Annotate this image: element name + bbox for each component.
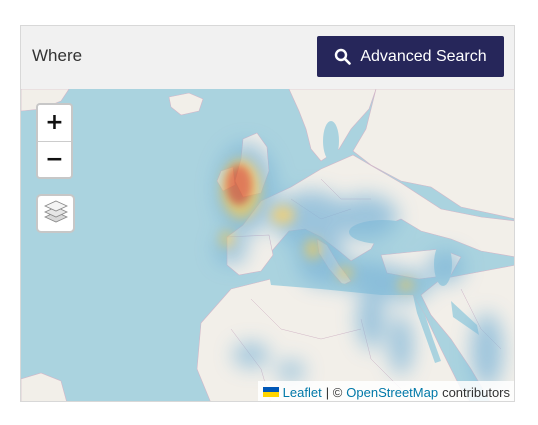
zoom-out-button[interactable]: − (45, 147, 64, 172)
layers-icon (43, 198, 69, 229)
advanced-search-button[interactable]: Advanced Search (317, 36, 504, 77)
where-label: Where (32, 46, 83, 65)
leaflet-link[interactable]: Leaflet (282, 384, 322, 400)
search-icon (334, 48, 352, 65)
ukraine-flag-icon (262, 387, 279, 397)
openstreetmap-link[interactable]: OpenStreetMap (346, 384, 439, 400)
attribution-suffix: contributors (442, 384, 510, 400)
zoom-control: + − (36, 103, 73, 179)
map-widget: Where Advanced Search (20, 25, 515, 402)
layers-control-button[interactable] (36, 194, 75, 233)
map-attribution: Leaflet | © OpenStreetMap contributors (257, 381, 514, 401)
advanced-search-label: Advanced Search (360, 47, 487, 65)
map-tiles (21, 89, 514, 401)
attribution-separator: | © (325, 384, 343, 400)
widget-header: Where Advanced Search (21, 26, 514, 89)
map-canvas[interactable]: + − Leaflet | © OpenStreetMap contributo… (21, 89, 514, 401)
zoom-in-button[interactable]: + (38, 105, 71, 142)
